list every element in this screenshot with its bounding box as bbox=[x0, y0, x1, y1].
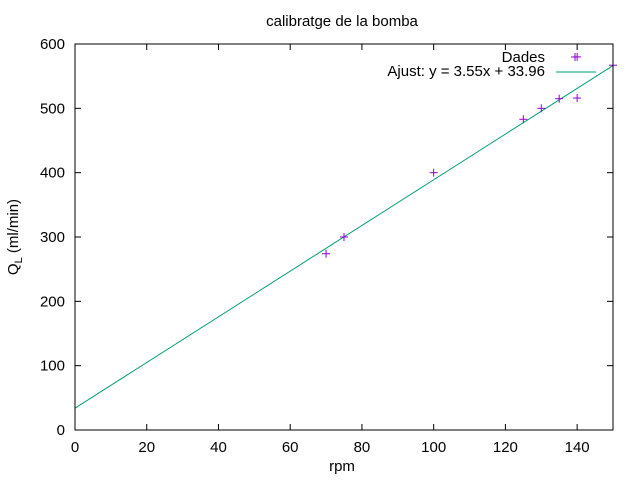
y-tick-label: 300 bbox=[40, 229, 65, 246]
x-tick-label: 20 bbox=[138, 439, 155, 456]
y-tick-label: 600 bbox=[40, 36, 65, 53]
legend-label-data: Dades bbox=[502, 49, 545, 66]
data-point bbox=[555, 94, 564, 103]
data-point bbox=[340, 233, 348, 241]
plot-frame bbox=[74, 43, 614, 431]
y-axis-ticks: 0 100 200 300 400 500 600 bbox=[40, 36, 613, 439]
data-point bbox=[537, 104, 546, 113]
x-axis-ticks: 0 20 40 60 80 100 120 140 bbox=[71, 44, 590, 456]
y-tick-label: 200 bbox=[40, 293, 65, 310]
y-tick-label: 0 bbox=[57, 422, 65, 439]
data-points-layer bbox=[322, 52, 617, 258]
data-point bbox=[429, 168, 438, 177]
x-tick-label: 120 bbox=[493, 439, 518, 456]
data-point bbox=[322, 249, 331, 258]
chart-title: calibratge de la bomba bbox=[266, 13, 418, 30]
legend: Dades Ajust: y = 3.55x + 33.96 bbox=[387, 49, 596, 80]
legend-marker-plus bbox=[571, 53, 579, 61]
legend-marker-data bbox=[571, 53, 579, 61]
x-tick-label: 60 bbox=[282, 439, 299, 456]
x-tick-label: 80 bbox=[354, 439, 371, 456]
y-tick-label: 400 bbox=[40, 165, 65, 182]
y-tick-label: 100 bbox=[40, 358, 65, 375]
y-axis-label-units: (ml/min) bbox=[5, 199, 22, 257]
x-tick-label: 140 bbox=[565, 439, 590, 456]
y-axis-label: QL (ml/min) bbox=[5, 199, 25, 275]
y-axis-label-subscript: L bbox=[13, 257, 25, 263]
x-tick-label: 100 bbox=[421, 439, 446, 456]
data-point bbox=[519, 115, 528, 124]
x-tick-label: 40 bbox=[210, 439, 227, 456]
legend-label-fit: Ajust: y = 3.55x + 33.96 bbox=[387, 63, 545, 80]
x-tick-label: 0 bbox=[71, 439, 79, 456]
data-point bbox=[573, 94, 582, 103]
x-axis-label: rpm bbox=[329, 458, 355, 475]
y-tick-label: 500 bbox=[40, 100, 65, 117]
y-axis-label-main: Q bbox=[5, 263, 22, 275]
